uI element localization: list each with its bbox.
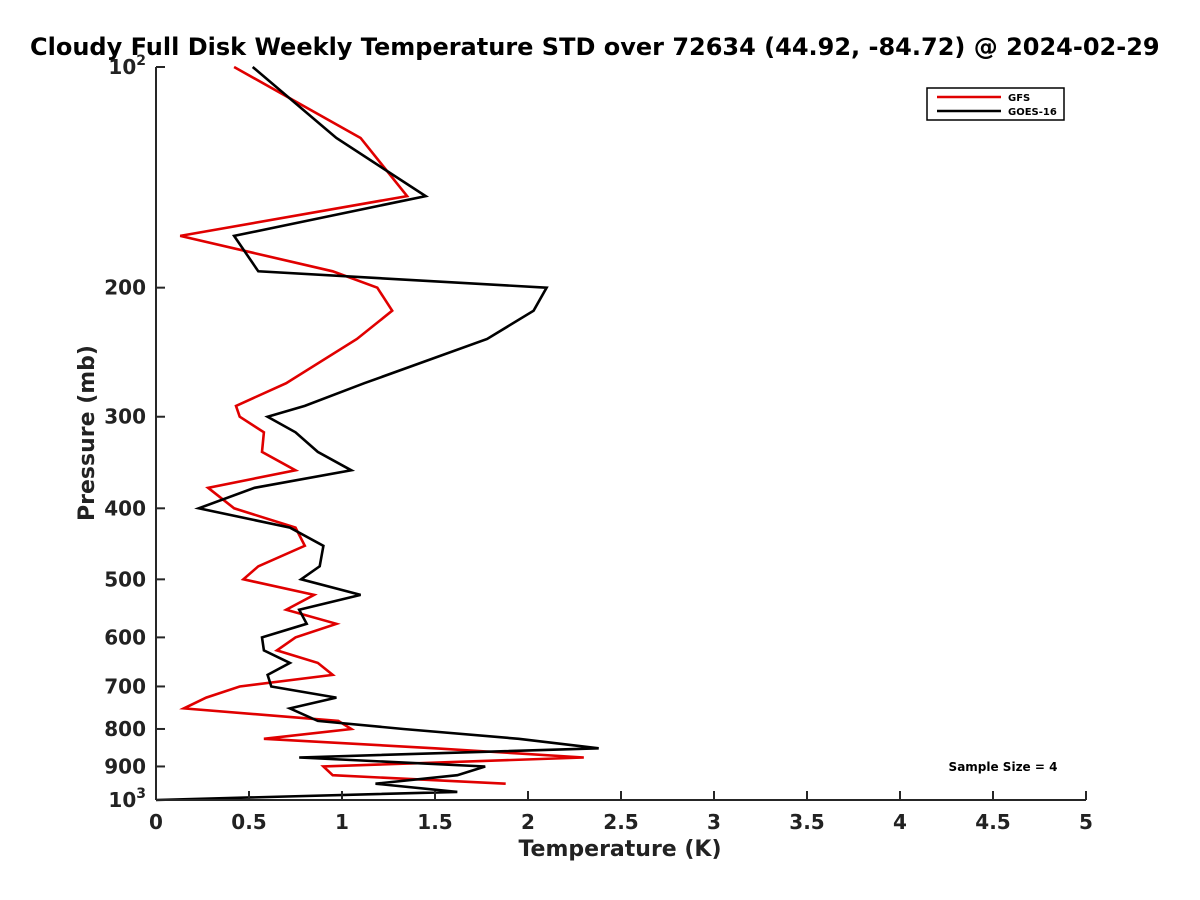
x-tick-label: 3 <box>707 810 721 834</box>
x-tick-label: 0 <box>149 810 163 834</box>
legend-box <box>926 87 1065 121</box>
x-tick-label: 1 <box>335 810 349 834</box>
y-tick-label: 300 <box>104 405 146 429</box>
x-tick-label: 4.5 <box>975 810 1010 834</box>
x-tick-label: 2.5 <box>603 810 638 834</box>
legend-label-goes-16: GOES-16 <box>1008 107 1057 118</box>
legend-label-gfs: GFS <box>1008 93 1030 104</box>
series-line-goes-16 <box>155 66 599 802</box>
y-tick-label: 700 <box>104 674 146 698</box>
y-tick-label: 400 <box>104 496 146 520</box>
y-tick-label: 800 <box>104 717 146 741</box>
x-tick-label: 4 <box>893 810 907 834</box>
x-tick-label: 1.5 <box>417 810 452 834</box>
x-tick-label: 0.5 <box>231 810 266 834</box>
y-axis-label: Pressure (mb) <box>75 345 100 521</box>
y-tick-exponent: 2 <box>136 53 146 69</box>
x-axis-label: Temperature (K) <box>518 837 721 862</box>
series-line-gfs <box>179 65 584 785</box>
x-tick-label: 5 <box>1079 810 1093 834</box>
legend: GFS GOES-16 <box>926 87 1065 121</box>
y-tick-exponent: 3 <box>136 786 146 802</box>
y-tick-label: 900 <box>104 754 146 778</box>
y-tick-label: 600 <box>104 625 146 649</box>
y-tick-label: 500 <box>104 567 146 591</box>
x-tick-label: 3.5 <box>789 810 824 834</box>
plot-area: 0 0.5 1 1.5 2 2.5 3 3.5 4 4.5 51022003004005006007… <box>104 53 1093 834</box>
x-tick-label: 2 <box>521 810 535 834</box>
chart-title: Cloudy Full Disk Weekly Temperature STD … <box>30 33 1160 61</box>
sample-size-annotation: Sample Size = 4 <box>949 760 1058 774</box>
y-tick-label: 200 <box>104 276 146 300</box>
